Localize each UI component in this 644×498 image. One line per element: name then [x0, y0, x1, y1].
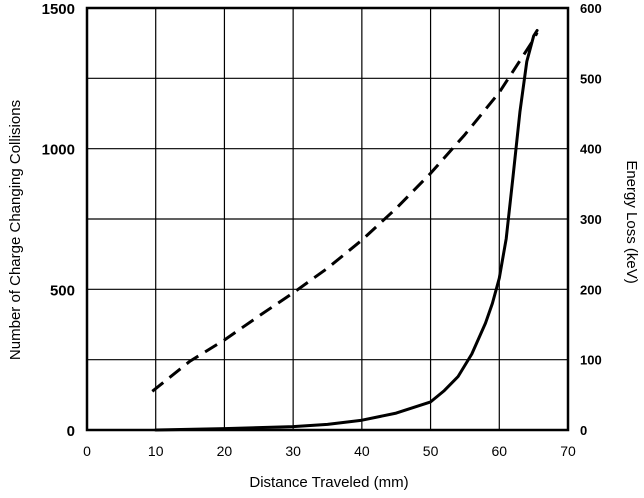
- y-left-tick-label: 1500: [42, 1, 75, 18]
- x-tick-label: 30: [285, 443, 301, 459]
- y-right-tick-label: 100: [580, 353, 602, 368]
- grid: [87, 8, 568, 430]
- y-right-tick-label: 400: [580, 142, 602, 157]
- x-tick-label: 40: [354, 443, 370, 459]
- x-tick-label: 50: [423, 443, 439, 459]
- plot-frame: [85, 6, 570, 432]
- x-axis-label: Distance Traveled (mm): [249, 474, 408, 491]
- y-right-tick-label: 600: [580, 1, 602, 16]
- y-axis-right-label: Energy Loss (keV): [623, 160, 640, 283]
- x-tick-label: 60: [491, 443, 507, 459]
- y-left-tick-label: 1000: [42, 142, 75, 159]
- series-lines: [151, 29, 539, 432]
- x-tick-label: 0: [83, 443, 91, 459]
- y-right-tick-label: 500: [580, 71, 602, 86]
- y-right-tick-label: 300: [580, 212, 602, 227]
- x-tick-label: 20: [217, 443, 233, 459]
- x-tick-label: 70: [560, 443, 576, 459]
- y-right-tick-label: 0: [580, 423, 587, 438]
- y-axis-left-label: Number of Charge Changing Collisions: [7, 100, 24, 360]
- collisions-solid-line: [154, 29, 539, 432]
- y-left-tick-label: 0: [67, 423, 75, 440]
- x-tick-label: 10: [148, 443, 164, 459]
- y-left-tick-label: 500: [50, 282, 75, 299]
- tick-labels: 0 10 20 30 40 50 60 70 0 500 1000 1500 0 100 200 300 400…: [42, 1, 602, 459]
- energy-loss-dashed-line: [151, 31, 539, 393]
- y-right-tick-label: 200: [580, 282, 602, 297]
